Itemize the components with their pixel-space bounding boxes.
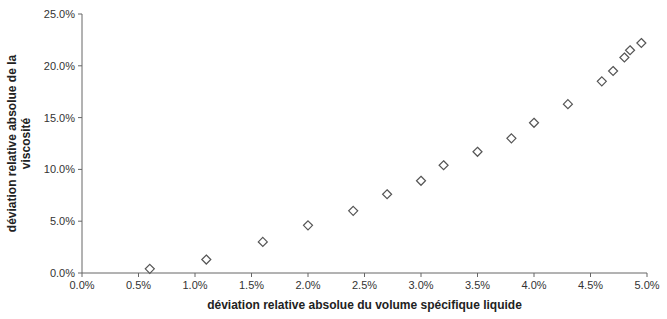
point: [439, 161, 448, 170]
point: [637, 39, 646, 48]
point: [473, 147, 482, 156]
y-tick: [78, 65, 82, 66]
y-axis-line: [82, 14, 83, 273]
point: [417, 176, 426, 185]
point: [530, 118, 539, 127]
y-tick: [78, 117, 82, 118]
x-tick: [308, 273, 309, 277]
y-tick-label: 25.0%: [44, 8, 75, 20]
point: [626, 46, 635, 55]
points: [145, 39, 646, 274]
x-tick: [477, 273, 478, 277]
x-tick-label: 4.0%: [521, 279, 546, 291]
point: [609, 66, 618, 75]
point: [383, 190, 392, 199]
x-tick-label: 0.0%: [69, 279, 94, 291]
x-tick-label: 1.5%: [239, 279, 264, 291]
x-tick-label: 2.0%: [295, 279, 320, 291]
x-tick-label: 4.5%: [578, 279, 603, 291]
x-tick: [82, 273, 83, 277]
chart-container: 0.0% 0.5% 1.0% 1.5% 2.0% 2.5% 3.0% 3.5% 4.0% 4.5%…: [0, 0, 667, 319]
x-tick-label: 3.5%: [465, 279, 490, 291]
x-tick: [138, 273, 139, 277]
y-tick-label: 15.0%: [44, 112, 75, 124]
x-tick-label: 5.0%: [634, 279, 659, 291]
x-tick: [195, 273, 196, 277]
point: [202, 255, 211, 264]
x-tick-label: 3.0%: [408, 279, 433, 291]
y-tick-label: 20.0%: [44, 60, 75, 72]
x-tick-label: 1.0%: [182, 279, 207, 291]
point: [258, 237, 267, 246]
x-tick: [534, 273, 535, 277]
y-tick: [78, 273, 82, 274]
chart: 0.0% 0.5% 1.0% 1.5% 2.0% 2.5% 3.0% 3.5% 4.0% 4.5%…: [0, 0, 667, 319]
point: [304, 221, 313, 230]
point: [349, 206, 358, 215]
x-tick-label: 2.5%: [352, 279, 377, 291]
x-tick: [590, 273, 591, 277]
x-tick: [421, 273, 422, 277]
y-tick: [78, 221, 82, 222]
x-axis-title: déviation relative absolue du volume spé…: [207, 298, 522, 312]
point: [620, 53, 629, 62]
y-tick-label: 10.0%: [44, 163, 75, 175]
y-axis-title: déviation relative absolue de laviscosit…: [5, 54, 33, 232]
y-tick-label: 0.0%: [50, 267, 75, 279]
y-tick-label: 5.0%: [50, 215, 75, 227]
point: [563, 100, 572, 109]
y-tick: [78, 14, 82, 15]
point: [145, 264, 154, 273]
x-tick: [647, 273, 648, 277]
x-tick-label: 0.5%: [126, 279, 151, 291]
y-tick: [78, 169, 82, 170]
point: [507, 134, 516, 143]
x-tick: [251, 273, 252, 277]
axes: 0.0% 0.5% 1.0% 1.5% 2.0% 2.5% 3.0% 3.5% 4.0% 4.5%…: [44, 8, 660, 291]
x-tick: [364, 273, 365, 277]
point: [597, 77, 606, 86]
y-axis-title-line: déviation relative absolue de la: [5, 54, 19, 232]
y-axis-title-line: viscosité: [19, 117, 33, 169]
